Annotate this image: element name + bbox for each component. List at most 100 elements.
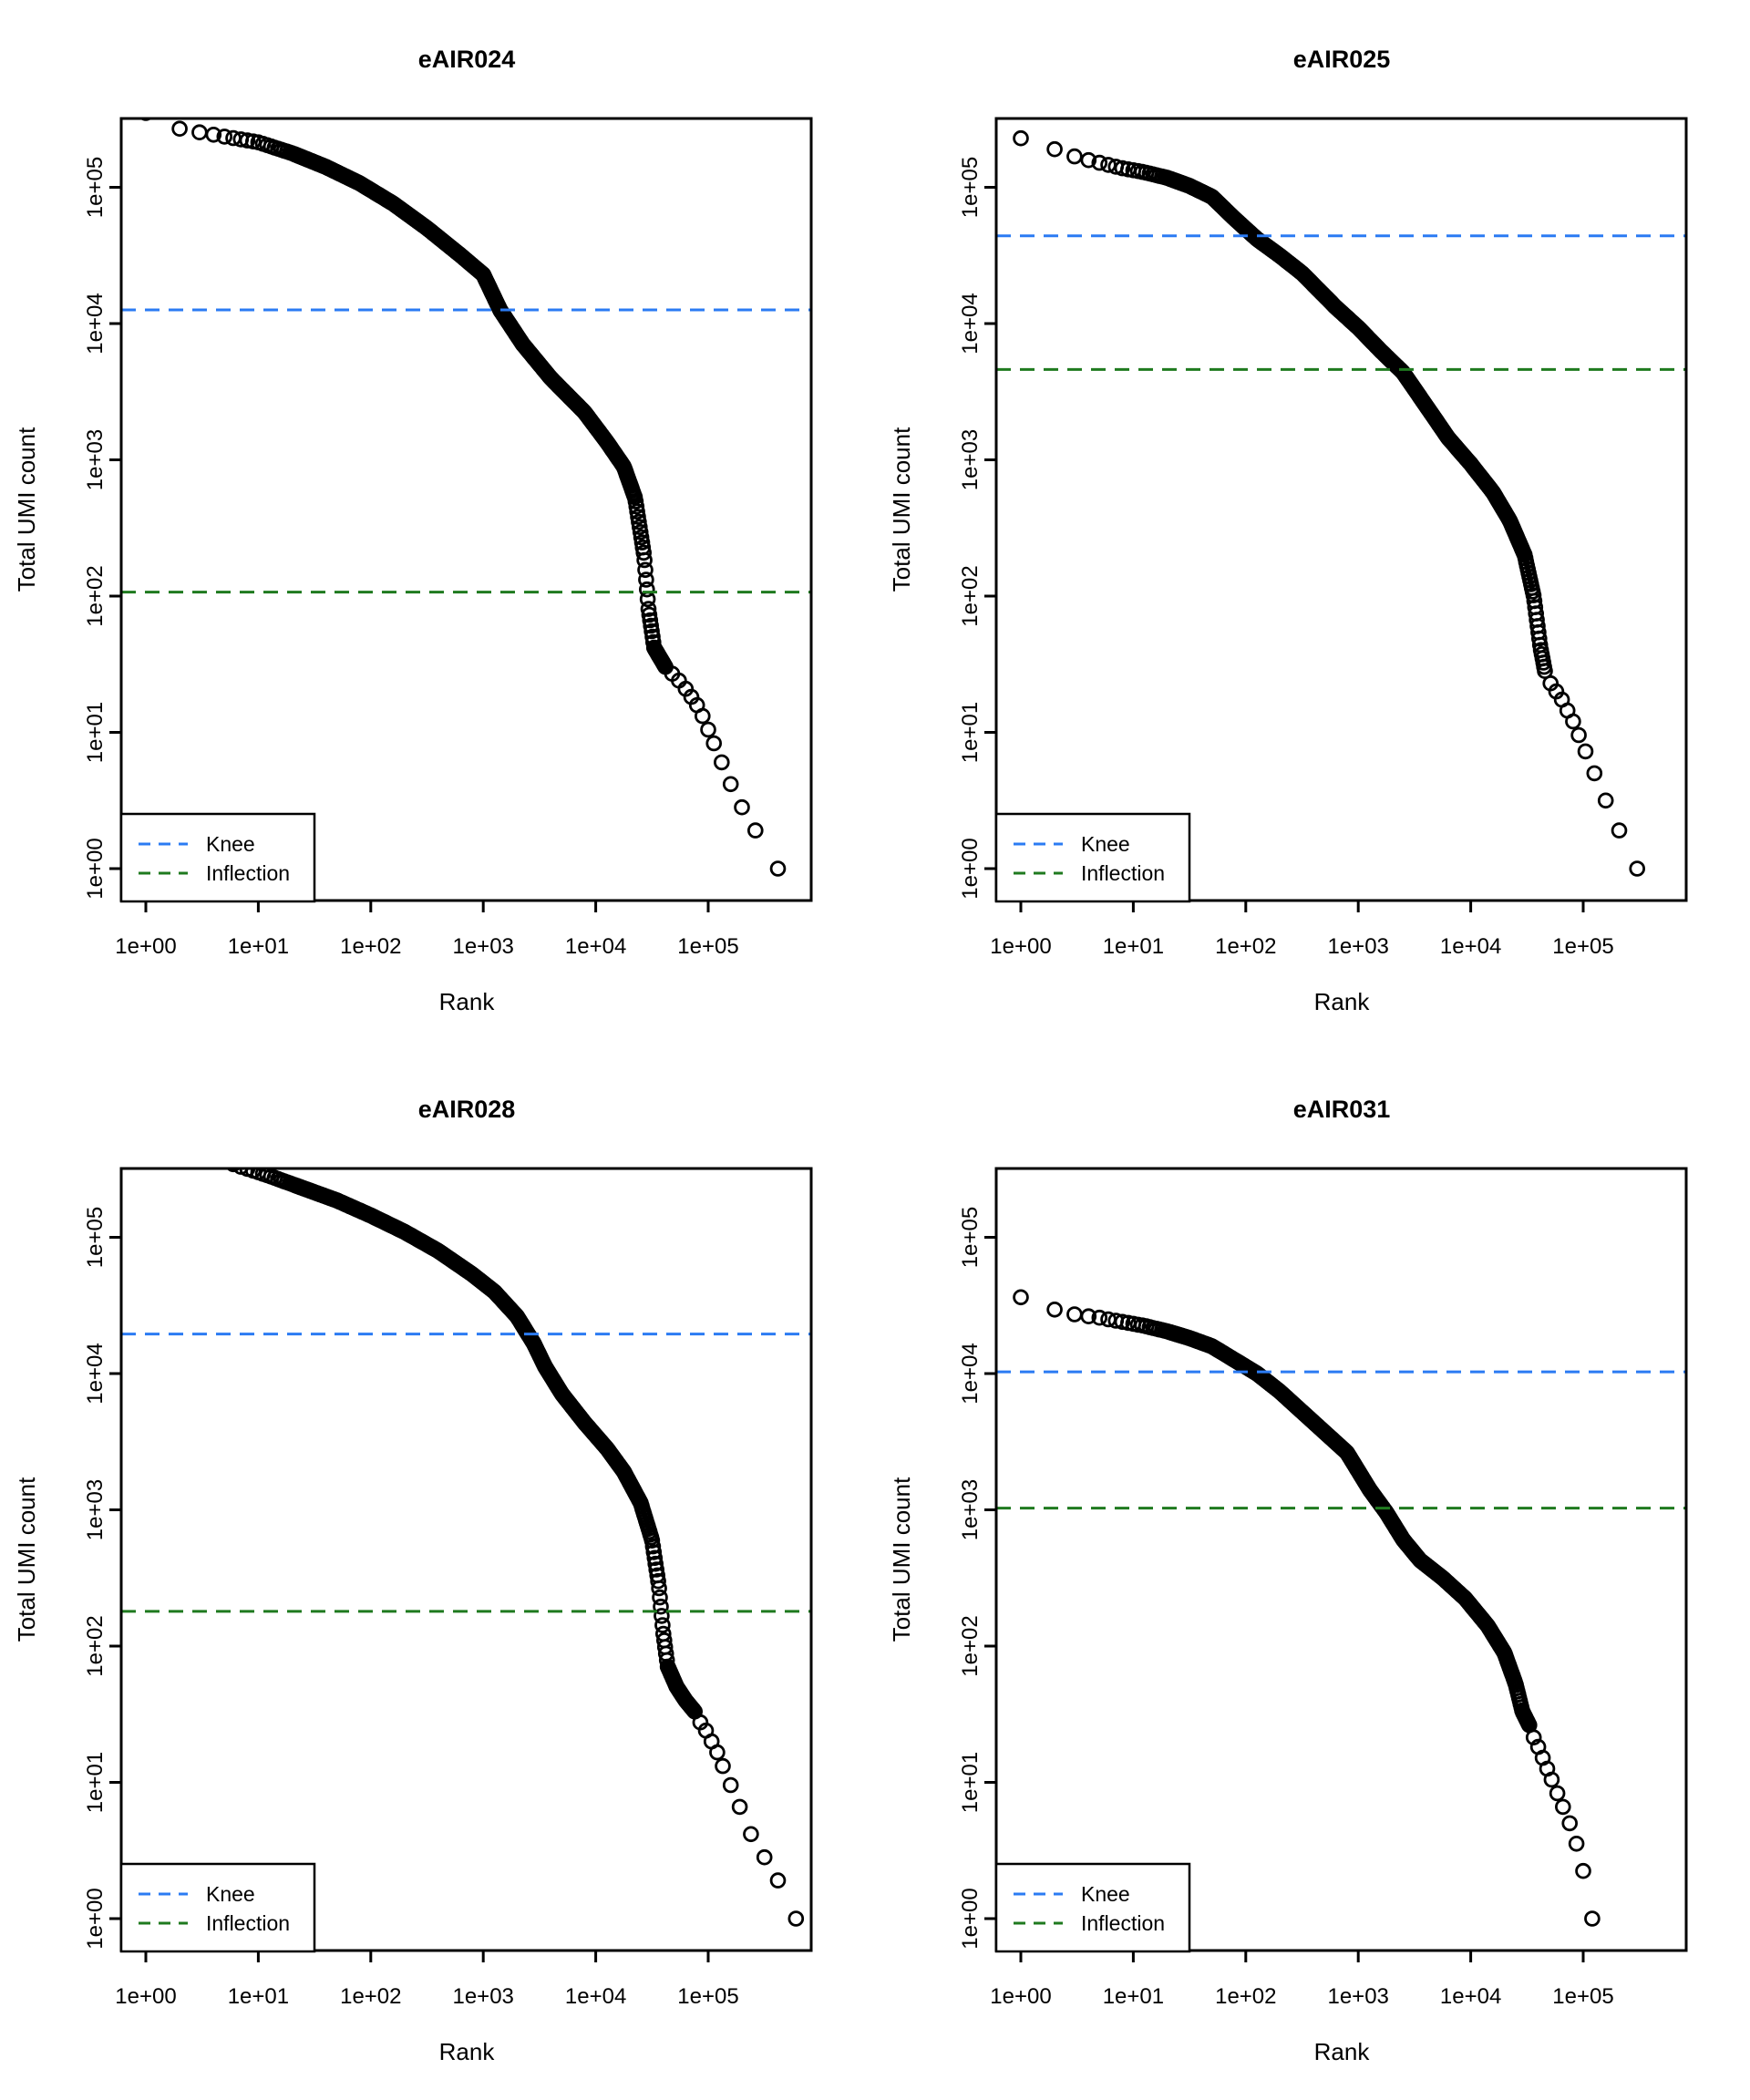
data-point	[722, 1776, 739, 1794]
x-tick-label: 1e+00	[115, 1984, 176, 2009]
x-tick-label: 1e+04	[565, 934, 626, 959]
data-point	[1046, 1301, 1063, 1318]
x-axis-title: Rank	[1314, 2038, 1371, 2065]
legend-label-inflection: Inflection	[1081, 1911, 1165, 1935]
legend-label-knee: Knee	[206, 832, 255, 856]
data-point	[647, 1555, 664, 1572]
scatter-points	[1013, 1289, 1601, 1927]
data-point	[1575, 1862, 1591, 1879]
data-point	[722, 776, 739, 793]
knee-plot-eAIR031: eAIR031 Rank Total UMI count 1e+001e+011…	[888, 1096, 1688, 2065]
data-point	[1586, 765, 1603, 782]
y-tick-label: 1e+03	[83, 429, 108, 490]
legend: Knee Inflection	[994, 812, 1191, 903]
legend-box	[994, 1862, 1191, 1953]
x-tick-label: 1e+03	[452, 1984, 513, 2009]
data-point	[191, 124, 208, 141]
data-point	[139, 1146, 153, 1159]
data-point	[1568, 1835, 1585, 1852]
data-point	[648, 1561, 664, 1578]
x-tick-label: 1e+02	[1215, 1984, 1276, 2009]
y-tick-label: 1e+03	[958, 429, 983, 490]
data-point	[1597, 792, 1614, 809]
data-point	[700, 721, 716, 738]
data-point	[640, 601, 657, 617]
x-tick-label: 1e+00	[115, 934, 176, 959]
legend: Knee Inflection	[994, 1862, 1191, 1953]
data-point	[226, 1168, 241, 1173]
data-point	[1549, 1785, 1566, 1802]
data-point	[642, 612, 659, 629]
x-tick-label: 1e+05	[1552, 934, 1613, 959]
x-tick-label: 1e+03	[452, 934, 513, 959]
panel-eAIR025: eAIR025 Rank Total UMI count 1e+00 1e+01 1…	[875, 0, 1750, 1050]
data-point	[645, 1544, 663, 1560]
y-tick-label: 1e+05	[83, 157, 108, 218]
y-tick-label: 1e+00	[83, 838, 108, 899]
data-point	[216, 129, 233, 145]
data-point	[1584, 1910, 1601, 1927]
scatter-points	[1013, 129, 1645, 877]
x-tick-label: 1e+03	[1327, 934, 1388, 959]
x-axis-title: Rank	[439, 2038, 496, 2065]
data-point	[638, 571, 654, 588]
plot-frame	[119, 117, 813, 902]
y-axis-title: Total UMI count	[888, 427, 915, 592]
y-tick-label: 1e+04	[83, 293, 108, 354]
data-point	[205, 127, 222, 143]
y-tick-label: 1e+03	[958, 1479, 983, 1540]
x-tick-label: 1e+02	[340, 1984, 401, 2009]
y-tick-label: 1e+00	[958, 838, 983, 899]
knee-plot-eAIR024: eAIR024 Rank Total UMI count 1e+001e+011…	[13, 46, 813, 1015]
data-point	[1565, 713, 1581, 730]
legend-label-inflection: Inflection	[206, 1911, 290, 1935]
y-tick-label: 1e+04	[958, 1343, 983, 1404]
x-tick-label: 1e+05	[677, 934, 738, 959]
data-point	[207, 1150, 221, 1164]
data-point	[173, 1146, 187, 1159]
knee-plot-eAIR028: eAIR028 Rank Total UMI count 1e+001e+011…	[13, 1096, 813, 2065]
data-point	[239, 132, 256, 149]
scatter-points	[139, 1146, 805, 1927]
data-point	[1013, 129, 1029, 147]
data-point	[731, 1798, 748, 1816]
y-tick-label: 1e+01	[83, 1752, 108, 1813]
x-tick-label: 1e+01	[228, 1984, 289, 2009]
plot-area: 1e+00 1e+01 1e+02 1e+03 1e+04 1e+05 1e+00 1e+01…	[958, 117, 1688, 959]
plot-area: 1e+00 1e+01 1e+02 1e+03 1e+04 1e+05 1e+00 1e+01…	[958, 1167, 1688, 2009]
legend-label-knee: Knee	[1081, 832, 1130, 856]
legend: Knee Inflection	[119, 812, 316, 903]
y-tick-label: 1e+03	[83, 1479, 108, 1540]
data-point	[734, 798, 750, 816]
data-point	[650, 1572, 666, 1590]
data-point	[715, 1757, 731, 1775]
data-point	[635, 544, 652, 561]
y-tick-label: 1e+01	[958, 702, 983, 763]
data-point	[637, 561, 654, 579]
plot-title: eAIR031	[1293, 1096, 1391, 1123]
data-point	[654, 1608, 670, 1624]
legend-box	[119, 812, 316, 903]
legend-label-inflection: Inflection	[1081, 861, 1165, 885]
data-point	[1100, 157, 1117, 173]
data-point	[1066, 148, 1083, 165]
y-axis-title: Total UMI count	[13, 427, 40, 592]
panel-eAIR024: eAIR024 Rank Total UMI count 1e+00 1e+01 1…	[0, 0, 875, 1050]
data-point	[713, 754, 730, 771]
data-point	[1629, 860, 1645, 877]
plot-frame	[994, 1167, 1688, 1952]
data-point	[1525, 1729, 1542, 1745]
data-point	[638, 581, 655, 598]
data-point	[769, 860, 787, 877]
data-point	[1554, 1798, 1571, 1816]
data-point	[651, 1580, 667, 1597]
panel-eAIR031: eAIR031 Rank Total UMI count 1e+00 1e+01 1…	[875, 1050, 1750, 2100]
data-point	[1561, 1815, 1578, 1832]
data-point	[756, 1848, 773, 1866]
data-point	[644, 1538, 662, 1555]
y-tick-label: 1e+04	[958, 293, 983, 354]
data-point	[1066, 1306, 1083, 1323]
y-tick-label: 1e+02	[958, 565, 983, 626]
plot-area: 1e+00 1e+01 1e+02 1e+03 1e+04 1e+05 1e+00 1e+01…	[83, 1146, 813, 2009]
